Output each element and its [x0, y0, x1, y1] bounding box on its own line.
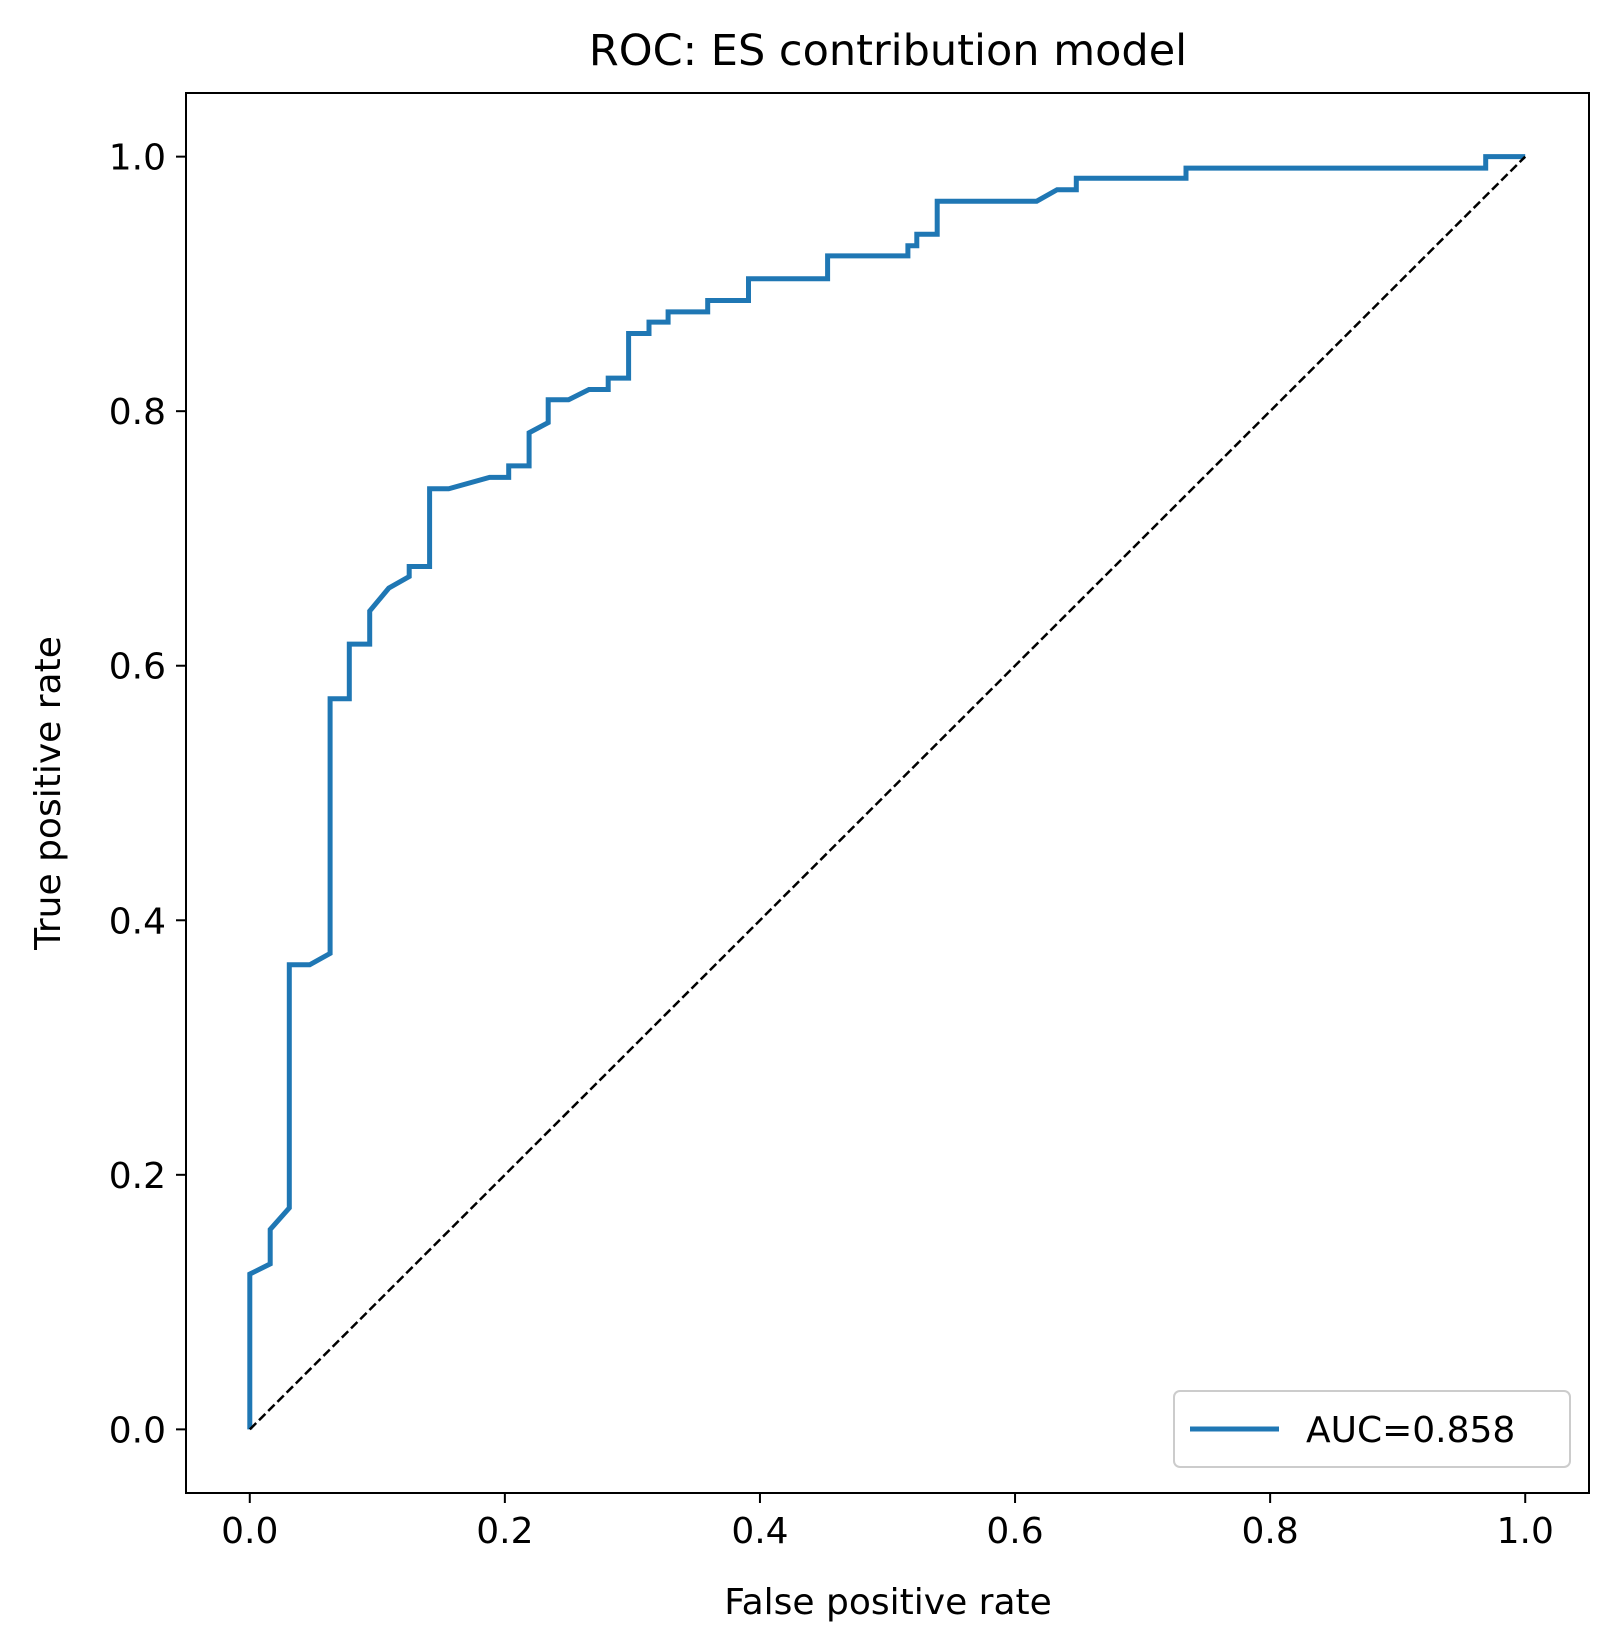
y-axis-ticks: 0.0 0.2 0.4 0.6 0.8 1.0: [109, 138, 186, 1451]
legend-label: AUC=0.858: [1306, 1410, 1515, 1451]
chance-diagonal-line: [248, 155, 1527, 1431]
x-axis-ticks: 0.0 0.2 0.4 0.6 0.8 1.0: [221, 1493, 1554, 1552]
x-tick-label: 0.4: [731, 1511, 788, 1552]
x-tick-label: 0.6: [986, 1511, 1043, 1552]
y-tick-label: 0.0: [109, 1410, 166, 1451]
y-tick-label: 0.6: [109, 647, 166, 688]
x-tick-label: 1.0: [1497, 1511, 1554, 1552]
y-axis-label: True positive rate: [28, 636, 69, 951]
roc-curve-line: [247, 154, 1526, 1430]
y-tick-label: 0.2: [109, 1156, 166, 1197]
y-tick-label: 0.4: [109, 901, 166, 942]
x-tick-label: 0.0: [221, 1511, 278, 1552]
legend-box: [1173, 1390, 1571, 1468]
x-tick-label: 0.2: [476, 1511, 533, 1552]
y-tick-label: 1.0: [109, 138, 166, 179]
plot-frame: [185, 92, 1590, 1494]
chart-title: ROC: ES contribution model: [589, 26, 1187, 76]
x-axis-label: False positive rate: [724, 1582, 1052, 1623]
legend: AUC=0.858: [1173, 1390, 1571, 1468]
x-tick-label: 0.8: [1242, 1511, 1299, 1552]
y-tick-label: 0.8: [109, 392, 166, 433]
plot-area: [247, 154, 1527, 1431]
